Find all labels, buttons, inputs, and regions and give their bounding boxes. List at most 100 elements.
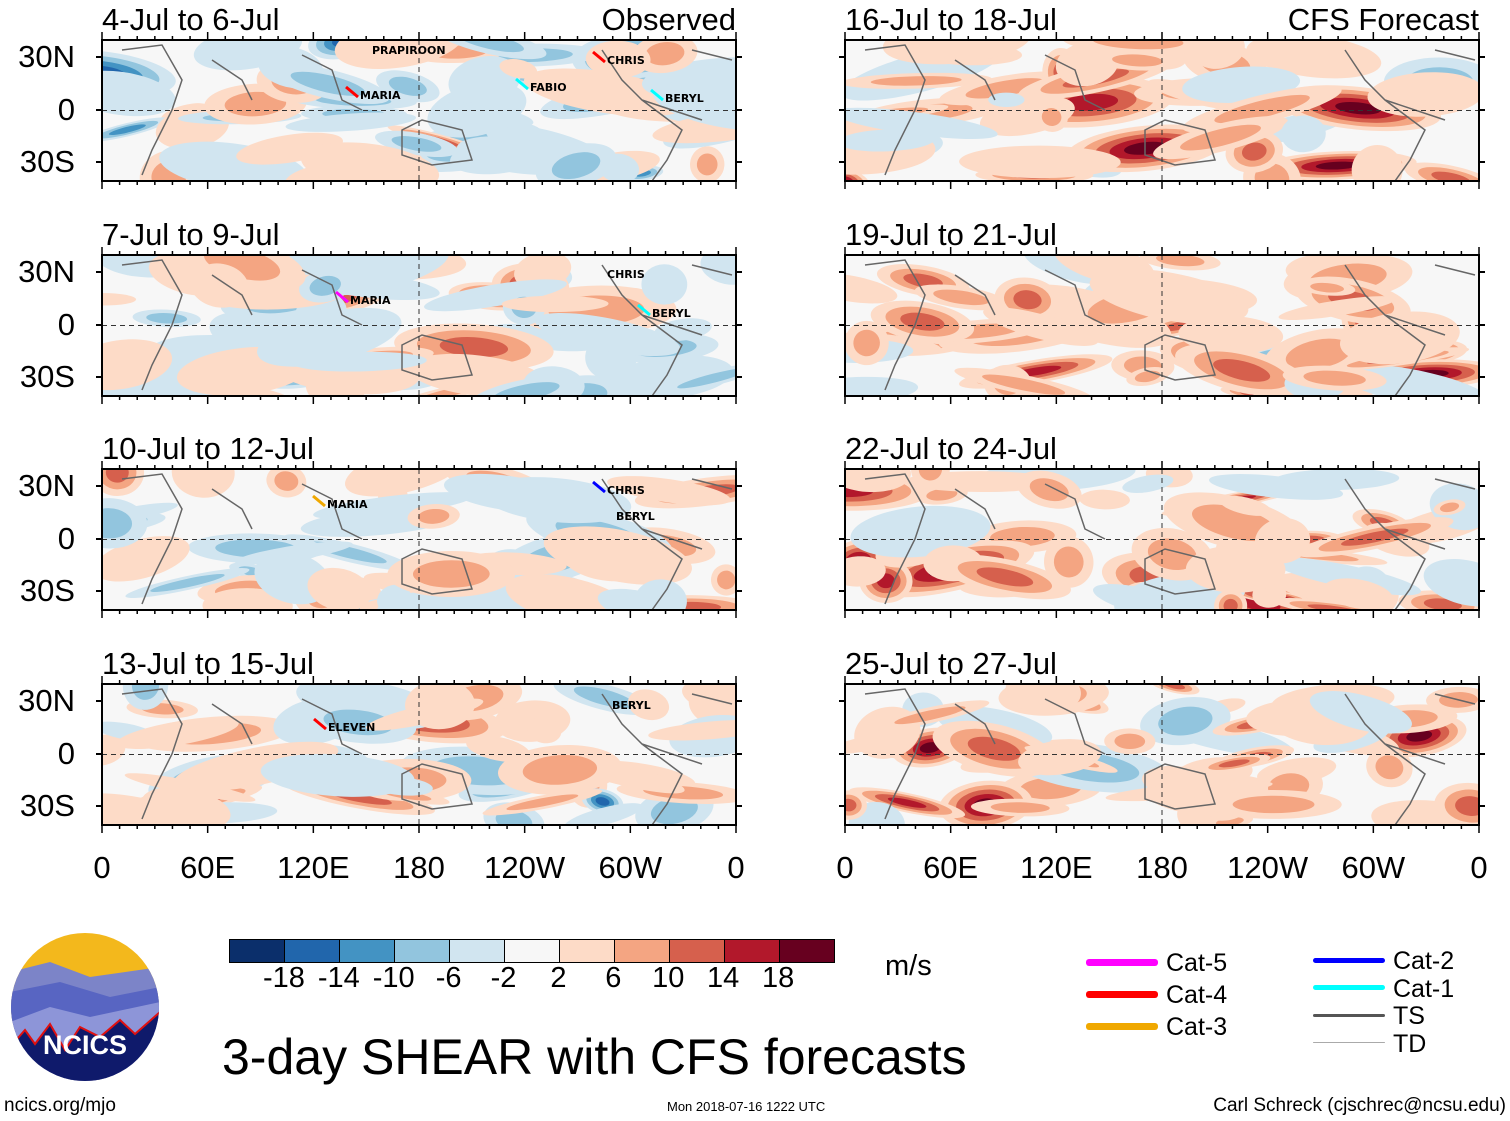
shear-contour — [173, 741, 339, 792]
shear-contour — [845, 107, 998, 140]
shear-contour — [1280, 115, 1326, 153]
shear-contour — [1303, 370, 1366, 386]
colorbar-swatch — [450, 940, 505, 962]
footer-author: Carl Schreck (cjschrec@ncsu.edu) — [1213, 1095, 1506, 1116]
storm-label: BERYL — [652, 307, 691, 320]
shear-contour — [1440, 502, 1460, 513]
shear-map-panel: BERYL ELEVEN — [96, 676, 742, 833]
shear-contour — [1219, 495, 1272, 516]
footer-timestamp: Mon 2018-07-16 1222 UTC — [667, 1099, 826, 1114]
shear-contour — [1013, 290, 1042, 310]
shear-contour — [1163, 684, 1186, 690]
shear-contour — [845, 376, 919, 396]
lat-label: 0 — [57, 307, 75, 342]
storm-track — [335, 290, 349, 304]
colorbar-swatch — [285, 940, 340, 962]
shear-contour — [1254, 517, 1311, 564]
lon-label: 0 — [836, 850, 854, 885]
storm-label: MARIA — [360, 89, 401, 102]
shear-contour — [585, 40, 651, 78]
lon-label: 60W — [1341, 850, 1406, 885]
storm-label: ELEVEN — [328, 721, 375, 734]
storm-label: CHRIS — [607, 268, 645, 281]
legend-swatch-cat-4 — [1086, 990, 1158, 998]
shear-contour — [1218, 759, 1250, 768]
shear-map-panel — [839, 32, 1485, 189]
storm-track — [637, 303, 651, 317]
shear-map-panel — [839, 461, 1485, 618]
shear-contour — [412, 560, 490, 588]
shear-contour — [102, 70, 176, 117]
shear-contour — [845, 798, 857, 812]
panel-title: 7-Jul to 9-Jul — [102, 217, 280, 252]
shear-contour — [257, 307, 402, 367]
lat-label: 30N — [18, 683, 75, 718]
lon-label: 120W — [1227, 850, 1309, 885]
lat-label: 30N — [18, 39, 75, 74]
shear-contour — [102, 508, 133, 539]
lat-label: 0 — [57, 521, 75, 556]
legend-swatch-cat-5 — [1086, 958, 1158, 966]
storm-label: MARIA — [350, 294, 391, 307]
colorbar-label: -14 — [317, 962, 360, 994]
colorbar-swatch — [780, 940, 834, 962]
shear-contour — [285, 112, 417, 132]
storm-track — [592, 480, 606, 494]
colorbar-swatch — [615, 940, 670, 962]
lat-label: 30S — [19, 144, 75, 179]
shear-contour — [1089, 268, 1249, 325]
shear-contour — [850, 505, 991, 558]
shear-contour — [102, 793, 222, 825]
shear-contour — [290, 71, 365, 96]
shear-contour — [481, 477, 632, 524]
shear-contour — [543, 526, 692, 585]
colorbar-label: 14 — [707, 962, 740, 994]
colorbar-label: 18 — [761, 962, 795, 994]
shear-contour — [150, 574, 225, 592]
shear-contour — [1105, 780, 1273, 802]
legend-label: Cat-3 — [1166, 1013, 1228, 1041]
shear-contour — [1323, 578, 1394, 610]
legend-label: Cat-2 — [1393, 947, 1455, 975]
shear-contour — [1180, 124, 1261, 151]
lon-label: 0 — [727, 850, 745, 885]
shear-contour — [645, 42, 685, 66]
shear-contour — [1158, 706, 1213, 736]
shear-contour — [887, 797, 927, 808]
colorbar-label: -10 — [372, 962, 415, 994]
shear-contour — [274, 471, 299, 491]
lat-label: 30N — [18, 468, 75, 503]
colorbar — [229, 939, 835, 963]
coastline — [121, 44, 733, 181]
colorbar-swatch — [340, 940, 395, 962]
shear-contour — [648, 719, 736, 741]
shear-contour — [522, 754, 598, 785]
storm-label: PRAPIROON — [372, 44, 446, 57]
ncics-logo: NCICS — [11, 933, 159, 1081]
shear-contour — [334, 40, 464, 70]
shear-contour — [1053, 546, 1084, 578]
shear-contour — [190, 263, 249, 308]
footer-url[interactable]: ncics.org/mjo — [4, 1095, 116, 1116]
shear-contour — [551, 152, 601, 180]
legend-swatch-cat-3 — [1086, 1022, 1158, 1030]
lon-label: 120E — [277, 850, 350, 885]
shear-contour — [595, 797, 610, 806]
legend-label: TD — [1393, 1029, 1427, 1058]
shear-contour — [116, 717, 239, 749]
shear-contour — [1055, 41, 1119, 87]
shear-contour — [959, 145, 1121, 179]
shear-contour — [435, 102, 534, 128]
shear-contour — [933, 289, 990, 306]
shear-contour — [313, 492, 473, 519]
panel-title: 25-Jul to 27-Jul — [845, 646, 1057, 681]
shear-contour — [1423, 558, 1479, 607]
shear-contour — [234, 541, 353, 565]
shear-contour — [102, 339, 173, 391]
lon-label: 120E — [1020, 850, 1093, 885]
lon-label: 60E — [180, 850, 236, 885]
shear-contour — [894, 706, 966, 725]
storm-track — [313, 717, 327, 731]
shear-contour — [717, 570, 736, 590]
colorbar-label: 6 — [605, 962, 622, 994]
